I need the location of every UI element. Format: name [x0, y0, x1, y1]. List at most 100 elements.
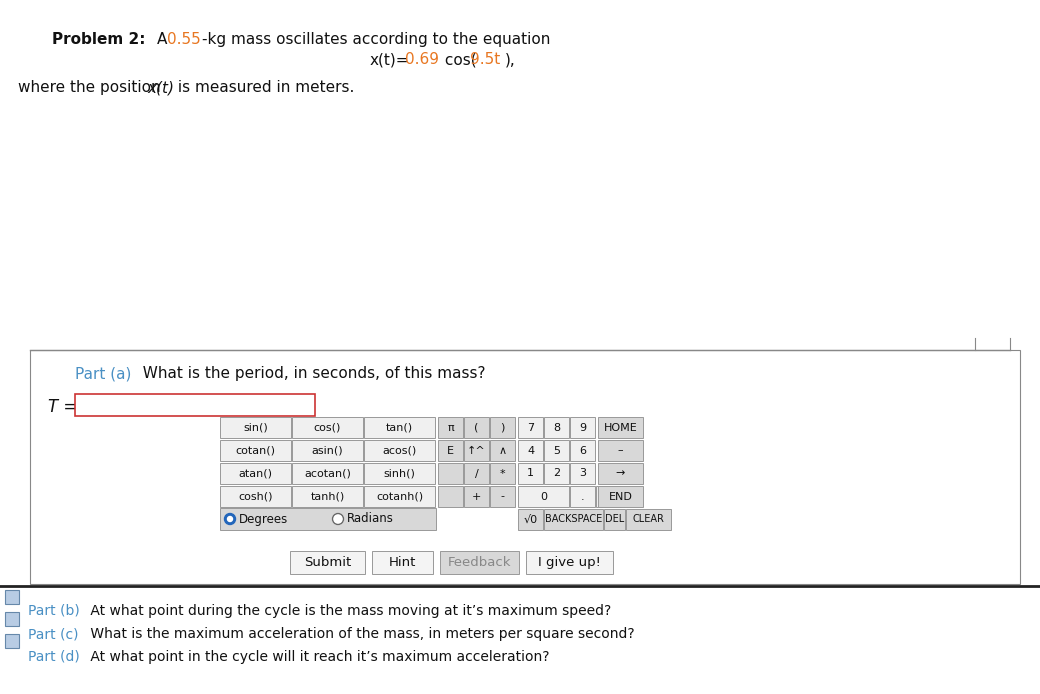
Text: 8: 8	[553, 423, 561, 432]
Text: HOME: HOME	[603, 423, 638, 432]
Text: atan(): atan()	[238, 468, 272, 478]
Bar	[5, 612, 19, 626]
Text: 0: 0	[540, 491, 547, 502]
Bar	[518, 509, 543, 530]
Text: BACKSPACE: BACKSPACE	[545, 514, 602, 525]
Text: END: END	[608, 491, 632, 502]
Text: DEL: DEL	[605, 514, 624, 525]
Bar	[292, 486, 363, 507]
Text: ↑^: ↑^	[467, 446, 486, 455]
Text: Problem 2:: Problem 2:	[52, 32, 146, 47]
Text: Part (b): Part (b)	[28, 604, 80, 618]
Text: cotan(): cotan()	[235, 446, 276, 455]
Bar	[364, 463, 435, 484]
Text: Degrees: Degrees	[239, 512, 288, 525]
Text: π: π	[447, 423, 453, 432]
Bar	[598, 417, 643, 438]
Circle shape	[228, 516, 233, 521]
Circle shape	[333, 514, 343, 525]
Text: tan(): tan()	[386, 423, 413, 432]
Text: x(t): x(t)	[147, 80, 174, 95]
Text: acotan(): acotan()	[304, 468, 350, 478]
Bar	[490, 440, 515, 461]
Text: T =: T =	[48, 398, 77, 416]
Bar	[464, 463, 489, 484]
Text: where the position: where the position	[18, 80, 165, 95]
Text: 6: 6	[579, 446, 586, 455]
Bar	[364, 417, 435, 438]
Text: 7: 7	[527, 423, 535, 432]
Bar	[292, 440, 363, 461]
Text: sin(): sin()	[243, 423, 268, 432]
Bar	[544, 509, 603, 530]
Bar	[490, 486, 515, 507]
Bar	[596, 486, 621, 507]
Text: Hint: Hint	[389, 556, 416, 569]
Text: ),: ),	[505, 52, 516, 67]
Bar	[464, 440, 489, 461]
Text: is measured in meters.: is measured in meters.	[173, 80, 355, 95]
Text: 0.69: 0.69	[405, 52, 439, 67]
Bar	[518, 417, 543, 438]
Text: Part (d): Part (d)	[28, 650, 80, 664]
Text: 3: 3	[579, 468, 586, 478]
Bar	[440, 551, 519, 574]
Text: tanh(): tanh()	[310, 491, 344, 502]
Text: -kg mass oscillates according to the equation: -kg mass oscillates according to the equ…	[202, 32, 550, 47]
Text: ): )	[500, 423, 504, 432]
Text: 4: 4	[527, 446, 535, 455]
Bar	[598, 463, 643, 484]
Bar	[292, 417, 363, 438]
Text: What is the maximum acceleration of the mass, in meters per square second?: What is the maximum acceleration of the …	[86, 627, 634, 641]
Bar	[570, 463, 595, 484]
Bar	[5, 634, 19, 648]
Bar	[598, 486, 643, 507]
Bar	[570, 440, 595, 461]
Bar	[438, 463, 463, 484]
Bar	[220, 508, 436, 530]
Text: 9.5t: 9.5t	[470, 52, 500, 67]
Bar	[490, 463, 515, 484]
Text: √0: √0	[523, 514, 538, 525]
Bar	[220, 486, 291, 507]
Bar	[544, 463, 569, 484]
Text: What is the period, in seconds, of this mass?: What is the period, in seconds, of this …	[133, 366, 486, 381]
Text: cotanh(): cotanh()	[375, 491, 423, 502]
Bar	[544, 417, 569, 438]
Bar	[464, 417, 489, 438]
Bar	[220, 440, 291, 461]
Bar	[438, 486, 463, 507]
Bar	[518, 440, 543, 461]
Text: (: (	[474, 423, 478, 432]
Text: –: –	[618, 446, 623, 455]
Bar	[464, 486, 489, 507]
Text: E: E	[447, 446, 454, 455]
Text: Part (c): Part (c)	[28, 627, 78, 641]
Text: .: .	[580, 491, 584, 502]
Text: →: →	[616, 468, 625, 478]
Text: asin(): asin()	[312, 446, 343, 455]
Text: /: /	[474, 468, 478, 478]
Text: acos(): acos()	[383, 446, 417, 455]
Text: cos(): cos()	[314, 423, 341, 432]
Bar	[526, 551, 613, 574]
Bar	[626, 509, 671, 530]
Text: +: +	[472, 491, 482, 502]
Text: 0.55: 0.55	[167, 32, 201, 47]
Text: Feedback: Feedback	[448, 556, 512, 569]
Text: -: -	[500, 491, 504, 502]
Text: Part (a): Part (a)	[75, 366, 131, 381]
Bar	[75, 394, 315, 416]
Bar	[438, 417, 463, 438]
Bar	[490, 417, 515, 438]
Text: A: A	[157, 32, 173, 47]
Text: CLEAR: CLEAR	[632, 514, 665, 525]
Bar	[518, 486, 569, 507]
Text: I give up!: I give up!	[538, 556, 601, 569]
Bar	[372, 551, 433, 574]
Bar	[598, 440, 643, 461]
Bar	[518, 463, 543, 484]
Text: At what point during the cycle is the mass moving at it’s maximum speed?: At what point during the cycle is the ma…	[86, 604, 612, 618]
Bar	[604, 509, 625, 530]
Circle shape	[225, 514, 235, 525]
